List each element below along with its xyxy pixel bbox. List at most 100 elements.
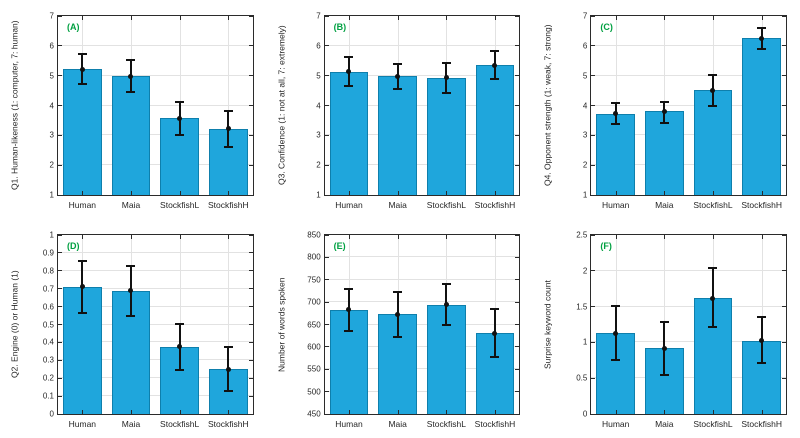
y-tick-label: 0.2 — [42, 373, 54, 383]
y-tick-label: 1 — [582, 190, 588, 200]
error-mean-dot — [79, 284, 85, 290]
error-bar-cap-bottom — [175, 369, 185, 372]
plot-area: (E) 450 500 550 600 650 700 750 800 850 Human Maia… — [307, 231, 521, 429]
panel-tag: (D) — [67, 241, 80, 251]
y-tick-label: 0.6 — [42, 302, 54, 312]
x-tick-mark-top — [397, 235, 399, 239]
gridline-y — [58, 251, 253, 253]
x-tick-mark-bottom — [712, 410, 714, 414]
x-tick-mark-top — [664, 16, 666, 20]
error-mean-dot — [492, 330, 498, 336]
gridline-y — [58, 164, 253, 166]
x-tick-mark-bottom — [82, 191, 84, 195]
error-bar-cap-bottom — [77, 83, 87, 86]
y-tick-mark-right — [515, 368, 520, 370]
error-bar-cap-bottom — [659, 373, 669, 376]
error-bar-cap-top — [611, 102, 621, 105]
x-category-label: Maia — [655, 200, 674, 210]
error-mean-dot — [128, 73, 134, 79]
bar-human — [596, 113, 636, 195]
y-tick-mark-left — [324, 194, 329, 196]
error-bar-cap-bottom — [757, 362, 767, 365]
error-mean-dot — [710, 295, 716, 301]
error-bar-cap-top — [344, 56, 354, 59]
y-tick-mark-left — [324, 45, 329, 47]
panel-a-human-likeness: Q1. Human-likeness (1: computer, 7: huma… — [0, 0, 267, 219]
bar-human — [62, 69, 102, 195]
y-tick-label: 4 — [582, 101, 588, 110]
y-tick-mark-right — [248, 413, 253, 415]
gridline-y — [58, 395, 253, 397]
bar-maia — [378, 76, 418, 195]
panel-tag: (B) — [333, 22, 347, 32]
plot-area: (A) 1 2 3 4 5 6 7 Human Maia StockfishL StockfishH — [50, 12, 254, 210]
gridline-y — [324, 390, 520, 392]
error-bar-cap-top — [659, 100, 669, 103]
y-tick-label: 2.5 — [576, 230, 588, 240]
error-bar-cap-top — [393, 290, 403, 293]
x-category-label: Human — [601, 200, 630, 210]
gridline-y — [58, 359, 253, 361]
x-tick-mark-top — [228, 16, 230, 20]
y-tick-mark-right — [248, 395, 253, 397]
gridline-y — [58, 104, 253, 106]
y-tick-mark-right — [515, 164, 520, 166]
x-tick-mark-bottom — [761, 410, 763, 414]
gridline-y — [58, 287, 253, 289]
error-mean-dot — [492, 62, 498, 68]
y-tick-mark-left — [324, 234, 329, 236]
bar-stockfishh — [475, 65, 515, 195]
y-tick-mark-left — [591, 164, 596, 166]
error-bar-cap-top — [393, 62, 403, 65]
error-mean-dot — [661, 108, 667, 114]
y-tick-mark-right — [781, 341, 786, 343]
error-bar-cap-top — [490, 50, 500, 53]
x-tick-mark-bottom — [446, 410, 448, 414]
y-tick-mark-left — [58, 377, 62, 379]
x-tick-mark-top — [446, 16, 448, 20]
y-tick-mark-right — [248, 234, 253, 236]
x-tick-mark-bottom — [712, 191, 714, 195]
y-tick-mark-right — [515, 105, 520, 106]
error-mean-dot — [128, 288, 134, 293]
y-tick-label: 0.7 — [42, 284, 54, 294]
y-tick-mark-right — [515, 346, 520, 348]
y-tick-mark-left — [58, 413, 62, 415]
x-category-label: Human — [335, 419, 363, 429]
gridline-y — [58, 305, 253, 307]
error-bar-cap-top — [757, 316, 767, 319]
panel-tag: (C) — [600, 22, 613, 32]
y-tick-mark-left — [591, 45, 596, 47]
error-bar-cap-top — [126, 265, 136, 268]
y-tick-label: 600 — [307, 342, 321, 352]
y-tick-label: 5 — [582, 71, 588, 81]
error-bar-cap-top — [708, 73, 718, 76]
error-bar-cap-bottom — [611, 359, 621, 362]
y-tick-label: 0 — [582, 409, 588, 419]
y-axis-label: Q4. Opponent strength (1: weak, 7: stron… — [542, 24, 553, 187]
gridline-x — [228, 16, 230, 195]
error-bar-cap-top — [757, 26, 767, 29]
y-tick-mark-left — [58, 45, 62, 47]
x-category-label: Maia — [121, 200, 141, 210]
gridline-y — [591, 74, 786, 76]
y-tick-mark-right — [781, 75, 786, 77]
y-tick-mark-left — [58, 252, 62, 254]
y-tick-mark-left — [58, 288, 62, 290]
error-bar-cap-bottom — [441, 324, 451, 327]
y-tick-mark-right — [515, 391, 520, 393]
x-category-label: StockfishL — [693, 419, 733, 429]
error-mean-dot — [79, 66, 85, 72]
y-tick-label: 7 — [582, 11, 588, 21]
x-tick-mark-bottom — [179, 191, 181, 195]
bar-stockfishl — [693, 90, 733, 195]
error-mean-dot — [177, 115, 183, 121]
y-tick-mark-right — [781, 377, 786, 379]
y-tick-label: 0.8 — [42, 266, 54, 276]
gridline-y — [58, 134, 253, 136]
y-tick-label: 2 — [316, 160, 321, 170]
x-tick-mark-bottom — [615, 410, 617, 414]
gridline-y — [591, 104, 786, 106]
x-tick-mark-top — [664, 235, 666, 239]
gridline-y — [324, 301, 520, 303]
